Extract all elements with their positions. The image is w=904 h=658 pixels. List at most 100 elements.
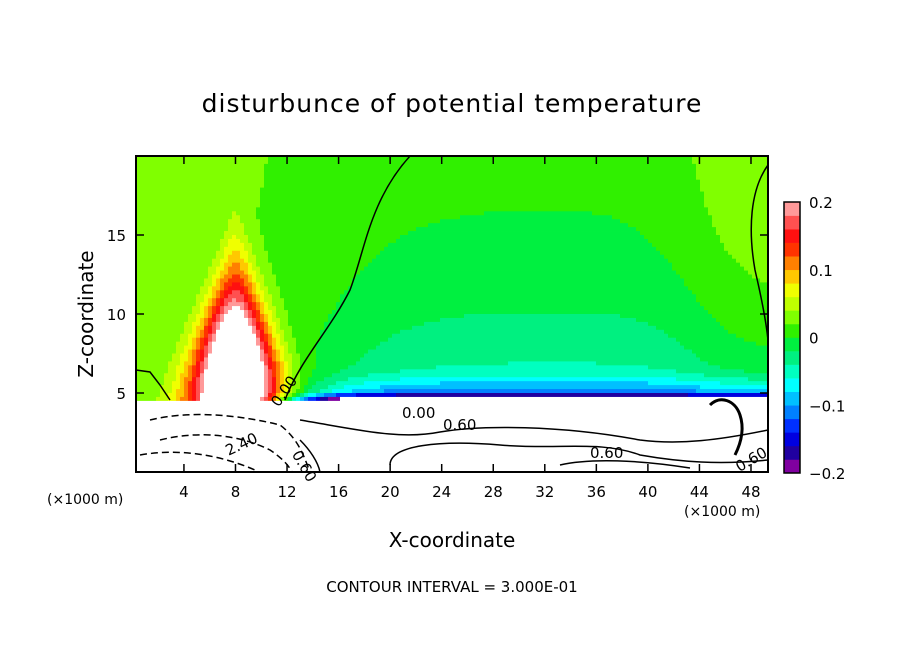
field-cell: [256, 306, 261, 311]
field-cell: [204, 321, 209, 327]
field-cell: [316, 215, 321, 220]
field-cell: [204, 274, 209, 279]
field-cell: [376, 306, 381, 311]
field-cell: [352, 167, 357, 173]
field-cell: [244, 325, 249, 331]
field-cell: [152, 156, 157, 161]
field-cell: [192, 448, 197, 453]
field-cell: [248, 258, 253, 264]
field-cell: [364, 183, 369, 188]
field-cell: [220, 290, 225, 295]
field-cell: [236, 290, 241, 295]
field-cell: [228, 353, 233, 358]
field-cell: [340, 211, 345, 216]
field-cell: [380, 278, 385, 283]
field-cell: [280, 215, 285, 220]
field-cell: [336, 282, 341, 287]
field-cell: [320, 274, 325, 279]
field-cell: [284, 353, 289, 358]
field-cell: [376, 329, 381, 335]
field-cell: [260, 452, 265, 457]
field-cell: [228, 238, 233, 244]
field-cell: [240, 353, 245, 358]
field-cell: [200, 223, 205, 228]
field-cell: [252, 211, 257, 216]
field-cell: [316, 227, 321, 232]
field-cell: [220, 195, 225, 200]
field-cell: [260, 175, 265, 181]
field-cell: [280, 246, 285, 252]
field-cell: [360, 238, 365, 244]
field-cell: [180, 464, 185, 469]
field-cell: [352, 357, 357, 362]
field-cell: [356, 432, 361, 437]
field-cell: [344, 444, 349, 449]
field-cell: [220, 310, 225, 315]
field-cell: [296, 195, 301, 200]
field-cell: [152, 408, 157, 414]
field-cell: [252, 242, 257, 248]
field-cell: [164, 389, 169, 394]
field-cell: [232, 321, 237, 327]
field-cell: [228, 258, 233, 264]
field-cell: [284, 207, 289, 212]
field-cell: [176, 286, 181, 291]
field-cell: [376, 175, 381, 181]
field-cell: [152, 341, 157, 346]
field-cell: [184, 278, 189, 283]
field-cell: [272, 321, 277, 327]
field-cell: [136, 428, 141, 433]
field-cell: [228, 179, 233, 185]
field-cell: [260, 215, 265, 220]
field-cell: [324, 179, 329, 185]
field-cell: [372, 175, 377, 181]
field-cell: [176, 353, 181, 358]
field-cell: [176, 432, 181, 437]
field-cell: [324, 464, 329, 469]
field-cell: [256, 341, 261, 346]
field-cell: [296, 428, 301, 433]
field-cell: [200, 385, 205, 390]
field-cell: [376, 456, 381, 461]
field-cell: [300, 317, 305, 323]
field-cell: [176, 306, 181, 311]
field-cell: [176, 456, 181, 461]
field-cell: [172, 400, 177, 406]
field-cell: [256, 290, 261, 295]
field-cell: [292, 321, 297, 327]
field-cell: [172, 345, 177, 350]
field-cell: [356, 333, 361, 339]
field-cell: [356, 353, 361, 358]
field-cell: [328, 195, 333, 200]
field-cell: [304, 258, 309, 264]
field-cell: [192, 373, 197, 378]
field-cell: [292, 274, 297, 279]
field-cell: [244, 460, 249, 465]
field-cell: [196, 396, 201, 402]
field-cell: [328, 436, 333, 441]
field-cell: [348, 440, 353, 445]
field-cell: [308, 456, 313, 461]
field-cell: [308, 436, 313, 441]
field-cell: [316, 404, 321, 410]
field-cell: [352, 266, 357, 271]
field-cell: [156, 306, 161, 311]
field-cell: [228, 337, 233, 343]
field-cell: [312, 179, 317, 185]
field-cell: [364, 175, 369, 181]
field-cell: [184, 171, 189, 177]
field-cell: [244, 404, 249, 410]
field-cell: [276, 396, 281, 402]
field-cell: [280, 456, 285, 461]
field-cell: [204, 203, 209, 208]
field-cell: [212, 262, 217, 267]
field-cell: [240, 396, 245, 402]
field-cell: [188, 262, 193, 267]
field-cell: [260, 258, 265, 264]
field-cell: [312, 199, 317, 204]
field-cell: [224, 365, 229, 370]
field-cell: [372, 231, 377, 236]
field-cell: [368, 329, 373, 335]
field-cell: [328, 215, 333, 220]
field-cell: [260, 242, 265, 248]
